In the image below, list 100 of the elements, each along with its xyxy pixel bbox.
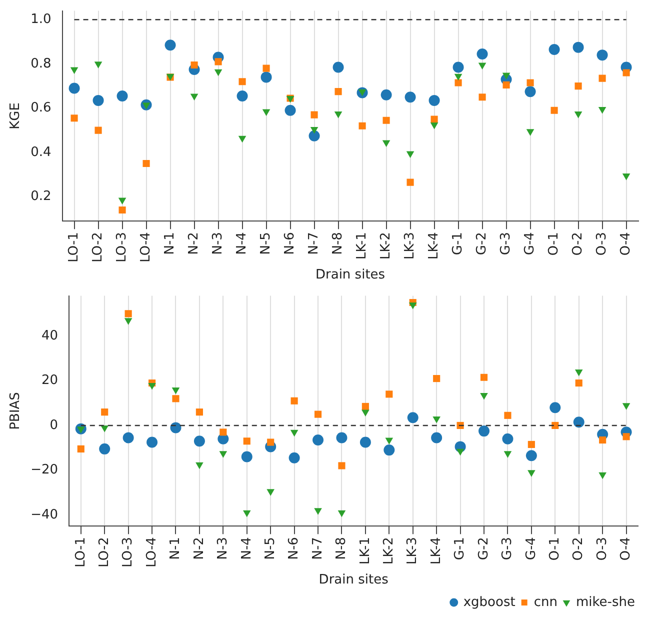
x-tick-label: N-6 xyxy=(286,537,302,560)
x-tick-label: G-3 xyxy=(498,232,514,256)
point xyxy=(338,462,346,470)
point xyxy=(314,410,322,418)
point xyxy=(382,116,390,124)
point xyxy=(99,443,110,454)
point xyxy=(476,48,488,60)
point xyxy=(575,379,582,387)
point xyxy=(288,452,300,464)
legend-label: xgboost xyxy=(463,594,516,610)
point xyxy=(312,434,324,446)
point xyxy=(122,432,134,444)
point xyxy=(77,445,84,452)
point xyxy=(241,451,252,462)
point xyxy=(598,107,606,114)
point xyxy=(430,122,438,130)
point xyxy=(358,122,366,130)
point xyxy=(172,387,180,394)
point xyxy=(408,302,417,310)
point xyxy=(406,178,414,186)
point xyxy=(262,109,270,116)
x-axis-title: Drain sites xyxy=(318,572,389,588)
x-tick-label: G-1 xyxy=(452,537,468,560)
point xyxy=(194,436,205,447)
point xyxy=(164,40,176,51)
point xyxy=(478,62,486,70)
point xyxy=(70,67,78,74)
point xyxy=(504,451,512,458)
point xyxy=(314,508,322,515)
x-tick-label: O-4 xyxy=(618,232,634,256)
x-tick-label: G-1 xyxy=(450,232,466,256)
x-tick-label: LO-1 xyxy=(73,537,88,568)
x-tick-label: N-1 xyxy=(162,232,178,255)
point xyxy=(622,173,630,180)
y-tick-label: 0.8 xyxy=(30,56,52,72)
point xyxy=(310,126,318,134)
x-tick-label: G-4 xyxy=(524,537,539,560)
point xyxy=(428,94,440,106)
point xyxy=(334,88,342,96)
x-tick-label: LO-2 xyxy=(90,232,106,262)
point xyxy=(598,74,606,82)
point xyxy=(502,81,510,88)
y-tick-label: 40 xyxy=(41,328,58,344)
point xyxy=(526,450,537,462)
point xyxy=(524,86,536,98)
point xyxy=(386,390,393,398)
point xyxy=(92,94,104,106)
x-tick-label: O-4 xyxy=(618,537,634,561)
x-tick-label: N-3 xyxy=(210,232,226,255)
point xyxy=(528,440,535,448)
point xyxy=(338,510,346,518)
point xyxy=(502,433,514,444)
point xyxy=(148,382,156,390)
x-tick-label: LK-1 xyxy=(354,232,370,260)
x-tick-label: LK-3 xyxy=(405,537,420,564)
point xyxy=(406,151,414,158)
y-tick-label: 0 xyxy=(50,418,58,433)
x-axis-title: Drain sites xyxy=(316,268,386,283)
point xyxy=(574,370,583,376)
x-tick-label: LO-1 xyxy=(66,232,82,262)
point xyxy=(504,412,512,419)
point xyxy=(385,438,394,444)
point xyxy=(528,470,536,477)
y-tick-label: −40 xyxy=(30,507,58,522)
point xyxy=(238,78,246,86)
point xyxy=(238,136,246,143)
point xyxy=(574,111,582,118)
x-tick-label: O-1 xyxy=(548,537,563,561)
point xyxy=(478,94,486,101)
x-tick-label: G-2 xyxy=(474,232,490,256)
point xyxy=(220,428,227,436)
point xyxy=(190,61,198,69)
x-tick-label: N-5 xyxy=(262,537,278,560)
x-tick-label: O-3 xyxy=(594,232,610,256)
y-axis-title: PBIAS xyxy=(8,392,24,430)
x-tick-label: LO-4 xyxy=(144,537,160,568)
point xyxy=(431,432,442,444)
point xyxy=(456,448,464,456)
point xyxy=(266,489,274,496)
point xyxy=(94,126,102,134)
x-tick-label: LK-1 xyxy=(358,537,373,564)
x-tick-label: LK-4 xyxy=(426,232,442,260)
point xyxy=(94,62,102,68)
x-tick-label: O-3 xyxy=(594,537,610,561)
point xyxy=(124,318,132,325)
point xyxy=(480,393,488,400)
point xyxy=(68,82,80,94)
point xyxy=(290,430,298,437)
point xyxy=(572,42,584,53)
legend-label: mike-she xyxy=(576,594,636,610)
point xyxy=(480,374,488,381)
point xyxy=(502,72,510,80)
point xyxy=(242,510,251,518)
point xyxy=(196,462,204,470)
point xyxy=(407,412,418,424)
point xyxy=(118,206,126,214)
point xyxy=(596,50,608,61)
point xyxy=(101,408,108,416)
point xyxy=(622,403,630,410)
point xyxy=(380,89,392,100)
